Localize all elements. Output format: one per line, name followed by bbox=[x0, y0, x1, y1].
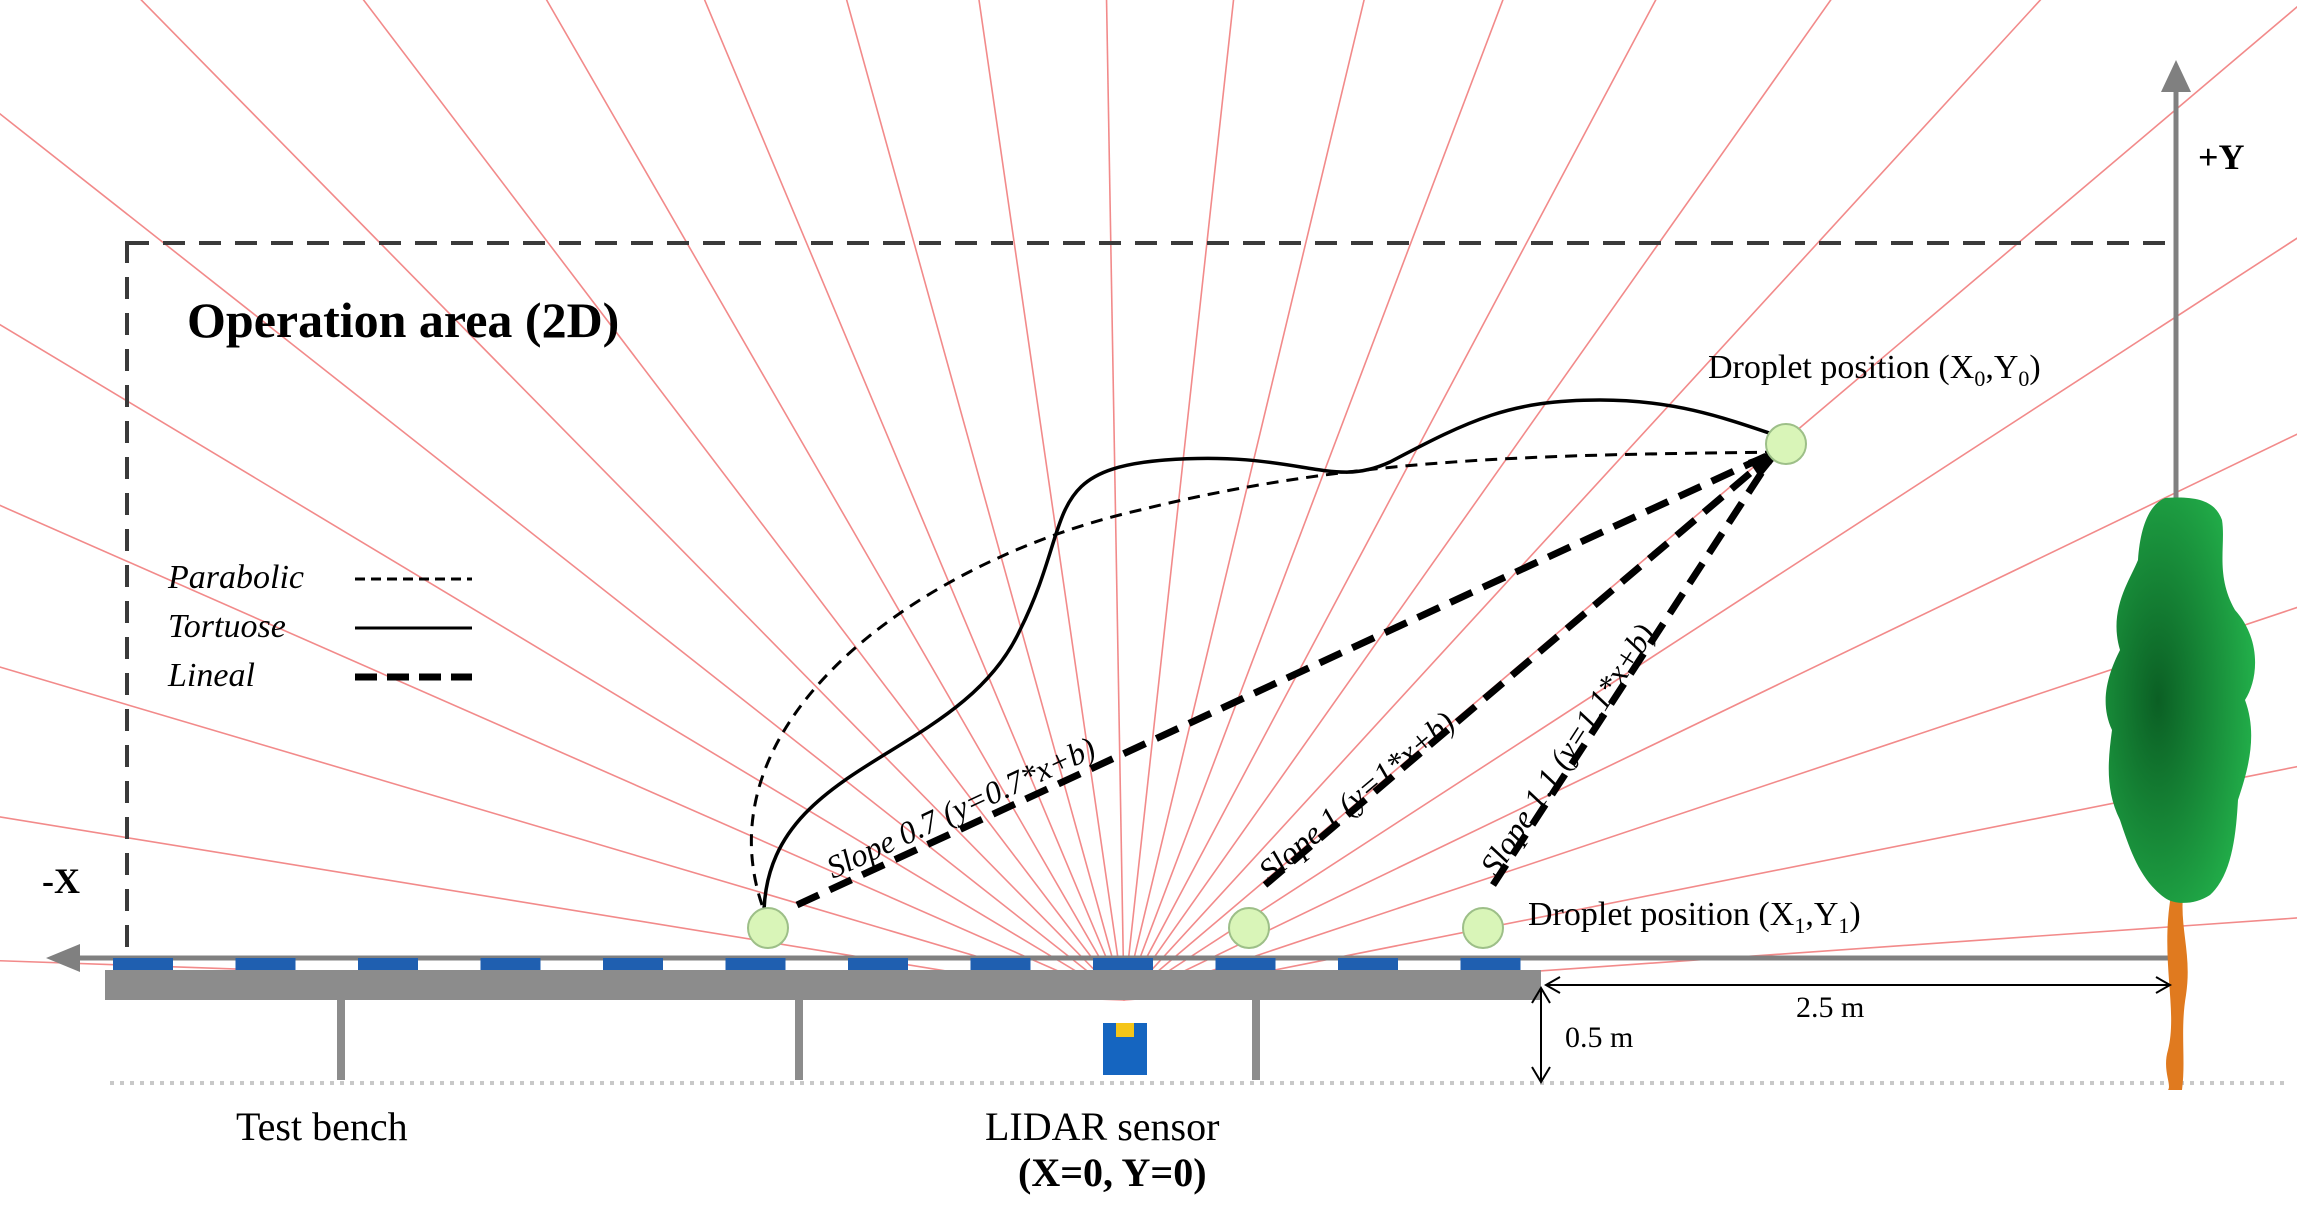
distance-dimension bbox=[1543, 976, 2173, 994]
x-axis-arrowhead bbox=[46, 944, 80, 972]
legend: Parabolic Tortuose Lineal bbox=[167, 559, 472, 694]
origin-label: (X=0, Y=0) bbox=[1018, 1150, 1207, 1195]
lidar-beam bbox=[0, 323, 1125, 1001]
bench-emitter bbox=[113, 958, 173, 970]
height-dimension-label: 0.5 m bbox=[1565, 1021, 1633, 1054]
y-axis-label: +Y bbox=[2198, 137, 2245, 177]
bench-emitter bbox=[358, 958, 418, 970]
slope-07-label: Slope 0.7 (y=0.7*x+b) bbox=[821, 729, 1101, 885]
height-dimension bbox=[1531, 986, 1551, 1084]
lidar-sensor-label: LIDAR sensor bbox=[985, 1104, 1219, 1149]
legend-tortuose-label: Tortuose bbox=[168, 608, 286, 645]
lidar-beam bbox=[1123, 0, 1832, 1001]
bench-emitter bbox=[725, 958, 786, 970]
bench-emitter bbox=[1338, 958, 1398, 970]
diagram-title: Operation area (2D) bbox=[187, 292, 619, 348]
lidar-beam bbox=[1105, 0, 1125, 1001]
lineal-trajectory-slope-1 bbox=[1262, 449, 1778, 888]
slope-1-label: Slope 1 (y=1*x+b) bbox=[1251, 704, 1461, 888]
lidar-beam bbox=[1123, 606, 2297, 1001]
lidar-beam bbox=[1123, 237, 2297, 1001]
lineal-trajectory-slope-11 bbox=[1490, 450, 1778, 887]
lidar-beam bbox=[0, 816, 1125, 1001]
lidar-beam bbox=[0, 112, 1125, 1001]
y-axis-arrowhead bbox=[2161, 60, 2191, 92]
droplet-target-label: Droplet position (X0,Y0) bbox=[1708, 349, 2041, 391]
legend-lineal-label: Lineal bbox=[167, 657, 255, 694]
lidar-beam bbox=[545, 0, 1125, 1001]
tortuose-trajectory bbox=[762, 398, 1791, 911]
bench-emitter bbox=[848, 958, 908, 970]
bench-emitter bbox=[1215, 958, 1276, 970]
slope-11-label: Slope 1.1 (y=1.1*x+b) bbox=[1473, 617, 1662, 881]
legend-parabolic-label: Parabolic bbox=[167, 559, 304, 596]
lidar-beam bbox=[0, 666, 1125, 1001]
lidar-beam bbox=[1123, 433, 2297, 1001]
droplet-start-1 bbox=[747, 907, 789, 949]
lidar-beam bbox=[703, 0, 1125, 1001]
lidar-beam bbox=[1123, 0, 1657, 1001]
lidar-beam bbox=[1123, 0, 1504, 1001]
distance-dimension-label: 2.5 m bbox=[1796, 991, 1864, 1024]
bench-emitter bbox=[1093, 958, 1153, 970]
bench-emitters bbox=[113, 958, 1521, 970]
lidar-beam bbox=[1123, 765, 2297, 1001]
droplet-start-label: Droplet position (X1,Y1) bbox=[1528, 896, 1861, 938]
test-bench-label: Test bench bbox=[236, 1104, 408, 1149]
bench-emitter bbox=[480, 958, 541, 970]
lidar-beam bbox=[140, 0, 1125, 1001]
bench-emitter bbox=[1460, 958, 1521, 970]
tree bbox=[2105, 497, 2256, 1090]
bench-emitter bbox=[235, 958, 296, 970]
lidar-beam bbox=[1123, 0, 2042, 1001]
droplet-target bbox=[1765, 423, 1807, 465]
x-axis-label: -X bbox=[42, 861, 80, 901]
droplet-start-2 bbox=[1228, 907, 1270, 949]
lidar-beam bbox=[978, 0, 1125, 1001]
parabolic-trajectory bbox=[749, 450, 1786, 906]
lidar-beam bbox=[0, 504, 1125, 1001]
lidar-beams bbox=[0, 0, 2297, 1001]
lidar-sensor bbox=[1103, 1023, 1147, 1075]
bench-emitter bbox=[603, 958, 663, 970]
droplet-start-3 bbox=[1462, 907, 1504, 949]
test-bench bbox=[105, 970, 1541, 1080]
lidar-beam bbox=[1123, 0, 1235, 1001]
lidar-beam bbox=[845, 0, 1125, 1001]
lidar-beam bbox=[1123, 0, 1365, 1001]
lidar-beam bbox=[362, 0, 1125, 1001]
droplets bbox=[747, 423, 1807, 949]
bench-emitter bbox=[970, 958, 1031, 970]
